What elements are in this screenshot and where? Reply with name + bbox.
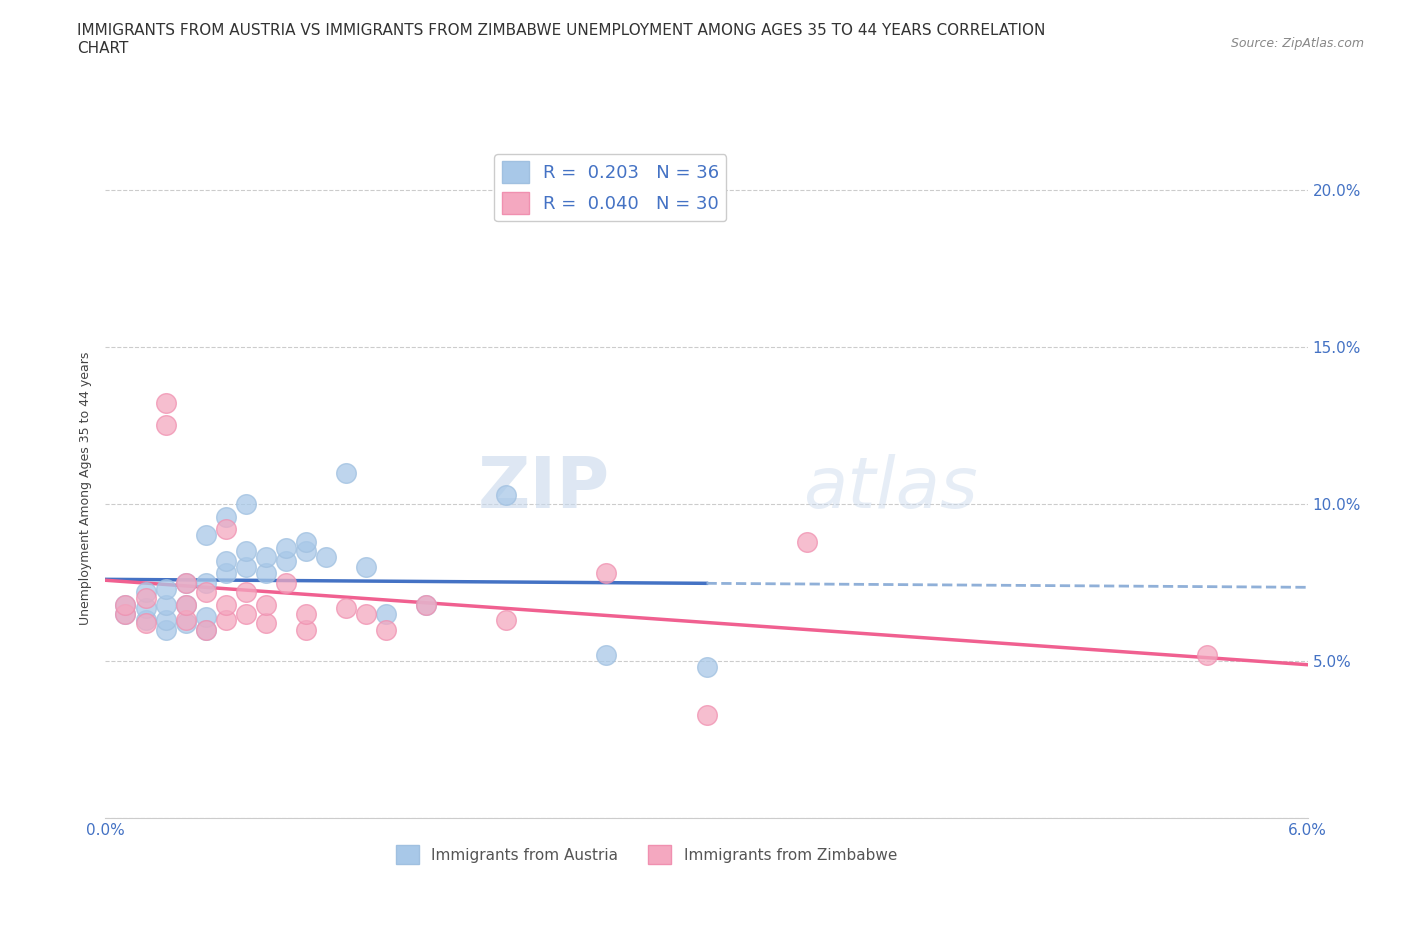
Point <box>495 613 517 628</box>
Point <box>274 540 297 555</box>
Point <box>135 613 157 628</box>
Point <box>295 606 318 621</box>
Point <box>135 591 157 605</box>
Point <box>194 575 217 590</box>
Point <box>274 575 297 590</box>
Point <box>155 613 177 628</box>
Point <box>155 597 177 612</box>
Point <box>254 565 277 580</box>
Point <box>194 528 217 543</box>
Point <box>174 613 197 628</box>
Point <box>375 622 398 637</box>
Point <box>194 622 217 637</box>
Point <box>135 616 157 631</box>
Point <box>495 487 517 502</box>
Point <box>214 509 236 524</box>
Point <box>194 610 217 625</box>
Point <box>114 597 136 612</box>
Point <box>155 581 177 596</box>
Point <box>214 553 236 568</box>
Point <box>214 613 236 628</box>
Point <box>155 622 177 637</box>
Point <box>214 522 236 537</box>
Point <box>254 597 277 612</box>
Text: ZIP: ZIP <box>478 454 610 523</box>
Point <box>796 534 818 549</box>
Point <box>194 622 217 637</box>
Point <box>235 585 257 600</box>
Point <box>254 616 277 631</box>
Point <box>335 600 357 615</box>
Point <box>135 585 157 600</box>
Point <box>235 497 257 512</box>
Point <box>254 550 277 565</box>
Text: Source: ZipAtlas.com: Source: ZipAtlas.com <box>1230 37 1364 50</box>
Point <box>214 565 236 580</box>
Point <box>135 600 157 615</box>
Point <box>174 597 197 612</box>
Legend: Immigrants from Austria, Immigrants from Zimbabwe: Immigrants from Austria, Immigrants from… <box>389 840 903 870</box>
Point <box>295 544 318 559</box>
Point <box>595 565 617 580</box>
Point <box>235 544 257 559</box>
Point <box>354 606 377 621</box>
Point <box>335 465 357 480</box>
Text: IMMIGRANTS FROM AUSTRIA VS IMMIGRANTS FROM ZIMBABWE UNEMPLOYMENT AMONG AGES 35 T: IMMIGRANTS FROM AUSTRIA VS IMMIGRANTS FR… <box>77 23 1046 56</box>
Point <box>295 534 318 549</box>
Point <box>1197 647 1219 662</box>
Point <box>194 585 217 600</box>
Point <box>155 396 177 411</box>
Point <box>354 560 377 575</box>
Point <box>696 707 718 722</box>
Text: atlas: atlas <box>803 454 977 523</box>
Point <box>174 575 197 590</box>
Point <box>114 606 136 621</box>
Point <box>114 597 136 612</box>
Point <box>375 606 398 621</box>
Point <box>315 550 337 565</box>
Point <box>274 553 297 568</box>
Point <box>174 575 197 590</box>
Point <box>595 647 617 662</box>
Point <box>235 606 257 621</box>
Point <box>415 597 437 612</box>
Point <box>415 597 437 612</box>
Point <box>696 660 718 675</box>
Point <box>235 560 257 575</box>
Point <box>174 616 197 631</box>
Point <box>174 597 197 612</box>
Point <box>214 597 236 612</box>
Y-axis label: Unemployment Among Ages 35 to 44 years: Unemployment Among Ages 35 to 44 years <box>79 352 91 625</box>
Point <box>155 418 177 432</box>
Point <box>114 606 136 621</box>
Point <box>295 622 318 637</box>
